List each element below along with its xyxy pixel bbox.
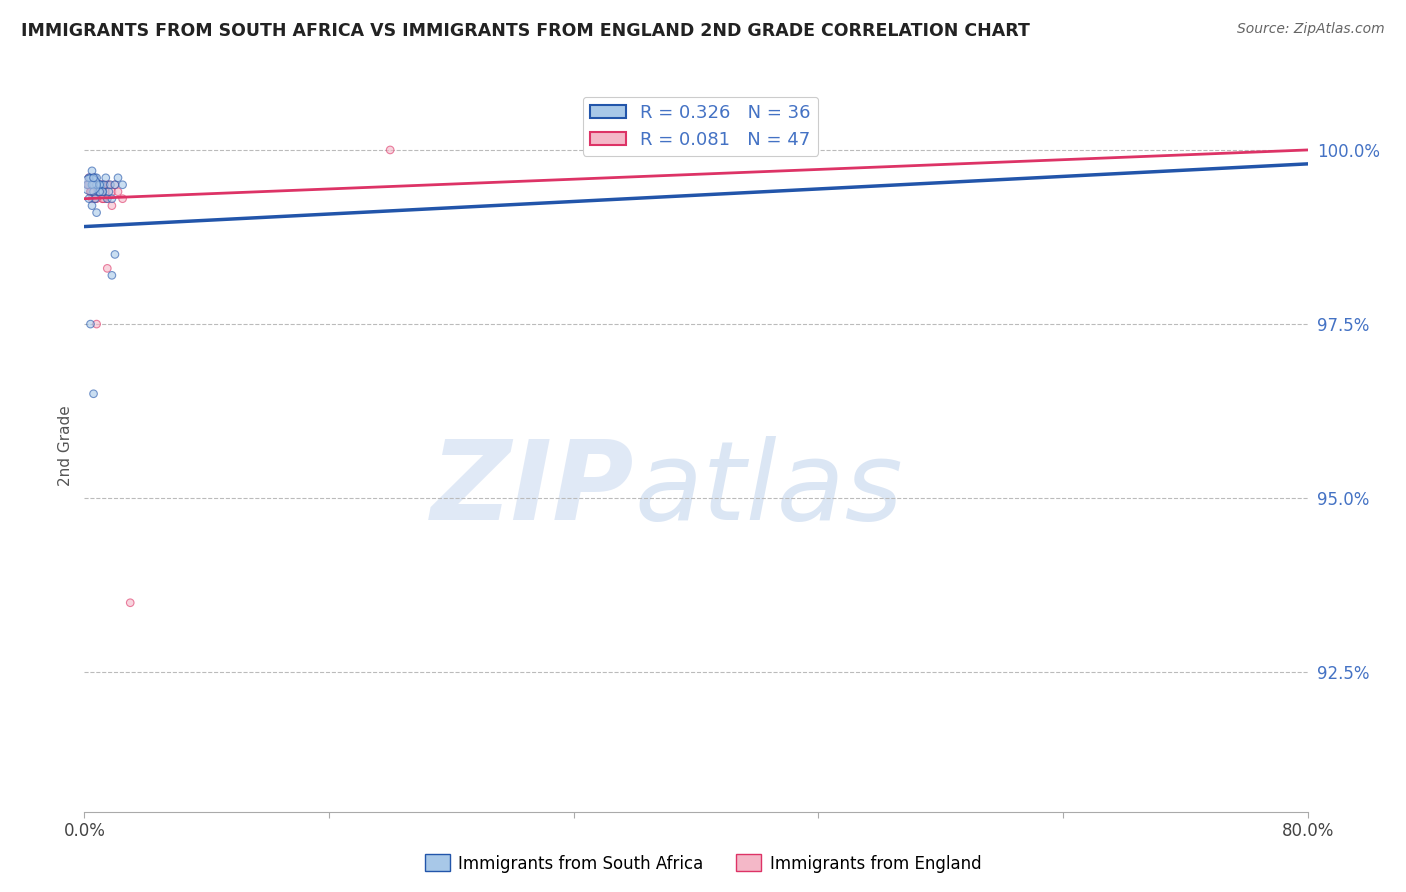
Point [86, 170, 108, 185]
Point [86, 178, 108, 192]
Point [101, 199, 124, 213]
Point [90, 185, 112, 199]
Point [89, 185, 111, 199]
Point [107, 170, 129, 185]
Point [77, 170, 100, 185]
Point [83, 192, 105, 206]
Point [80, 199, 103, 213]
Point [79, 185, 101, 199]
Point [91, 185, 114, 199]
Point [101, 268, 124, 283]
Point [87, 185, 110, 199]
Text: atlas: atlas [636, 436, 904, 543]
Point [86, 205, 108, 219]
Point [93, 178, 115, 192]
Point [111, 178, 134, 192]
Point [83, 178, 105, 192]
Point [96, 261, 118, 276]
Point [79, 178, 101, 192]
Legend: R = 0.326   N = 36, R = 0.081   N = 47: R = 0.326 N = 36, R = 0.081 N = 47 [582, 96, 818, 156]
Point [93, 192, 115, 206]
Point [91, 185, 114, 199]
Point [87, 178, 110, 192]
Point [91, 192, 114, 206]
Point [83, 170, 105, 185]
Point [89, 178, 111, 192]
Point [104, 247, 127, 261]
Point [86, 185, 108, 199]
Point [89, 185, 111, 199]
Point [96, 192, 118, 206]
Point [101, 185, 124, 199]
Point [87, 178, 110, 192]
Point [107, 185, 129, 199]
Point [76, 178, 98, 192]
Point [89, 178, 111, 192]
Point [80, 185, 103, 199]
Point [79, 178, 101, 192]
Point [96, 178, 118, 192]
Point [84, 192, 107, 206]
Point [89, 178, 111, 192]
Point [84, 178, 107, 192]
Point [80, 192, 103, 206]
Point [83, 170, 105, 185]
Point [76, 178, 98, 192]
Point [83, 386, 105, 401]
Point [97, 178, 120, 192]
Point [77, 178, 100, 192]
Point [80, 164, 103, 178]
Point [80, 185, 103, 199]
Point [111, 192, 134, 206]
Point [86, 317, 108, 331]
Point [94, 170, 117, 185]
Point [79, 170, 101, 185]
Point [104, 178, 127, 192]
Point [87, 185, 110, 199]
Point [90, 178, 112, 192]
Point [80, 185, 103, 199]
Point [90, 185, 112, 199]
Point [96, 192, 118, 206]
Point [91, 192, 114, 206]
Point [93, 178, 115, 192]
Point [84, 170, 107, 185]
Point [380, 143, 402, 157]
Point [77, 170, 100, 185]
Point [120, 596, 142, 610]
Point [97, 185, 120, 199]
Point [83, 178, 105, 192]
Point [79, 185, 101, 199]
Text: ZIP: ZIP [432, 436, 636, 543]
Point [94, 185, 117, 199]
Point [89, 185, 111, 199]
Point [79, 317, 101, 331]
Point [91, 178, 114, 192]
Point [79, 178, 101, 192]
Legend: Immigrants from South Africa, Immigrants from England: Immigrants from South Africa, Immigrants… [418, 847, 988, 880]
Text: Source: ZipAtlas.com: Source: ZipAtlas.com [1237, 22, 1385, 37]
Point [83, 185, 105, 199]
Point [86, 178, 108, 192]
Point [101, 192, 124, 206]
Point [104, 178, 127, 192]
Point [77, 192, 100, 206]
Point [98, 178, 121, 192]
Point [84, 178, 107, 192]
Text: IMMIGRANTS FROM SOUTH AFRICA VS IMMIGRANTS FROM ENGLAND 2ND GRADE CORRELATION CH: IMMIGRANTS FROM SOUTH AFRICA VS IMMIGRAN… [21, 22, 1031, 40]
Point [86, 192, 108, 206]
Y-axis label: 2nd Grade: 2nd Grade [58, 406, 73, 486]
Point [77, 178, 100, 192]
Point [80, 178, 103, 192]
Point [84, 192, 107, 206]
